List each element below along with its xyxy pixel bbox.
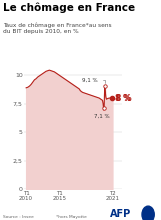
Text: 7,1 %: 7,1 % [94,108,109,119]
Text: 8 %: 8 % [116,94,131,103]
Text: Le chômage en France: Le chômage en France [3,2,135,13]
Text: Source : Insee: Source : Insee [3,215,34,219]
Text: 9,1 %: 9,1 % [81,78,105,83]
Text: Taux de chômage en France*au sens
du BIT depuis 2010, en %: Taux de chômage en France*au sens du BIT… [3,22,112,34]
Text: *hors Mayotte: *hors Mayotte [56,215,87,219]
Text: AFP: AFP [109,209,131,219]
Text: 8 %: 8 % [115,94,131,103]
